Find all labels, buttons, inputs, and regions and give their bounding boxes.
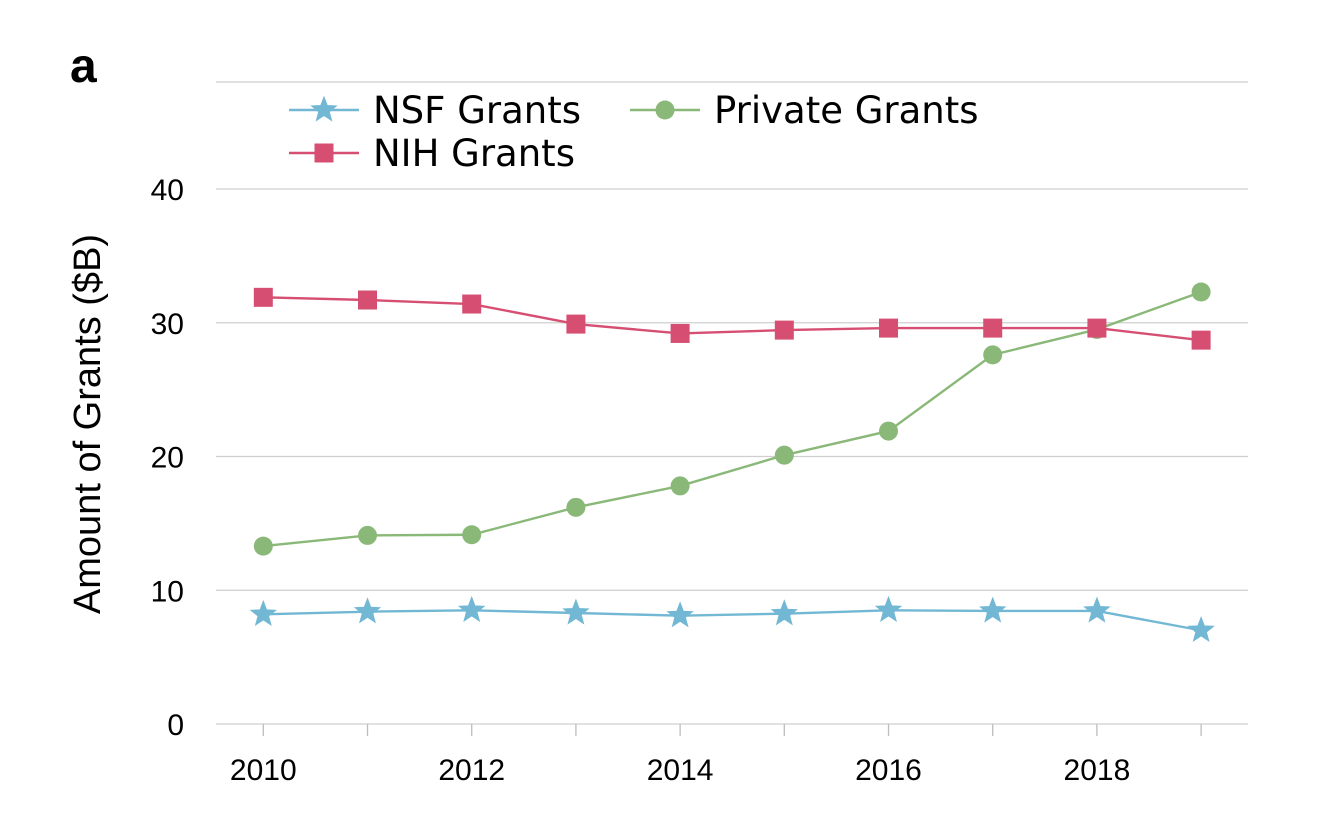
x-tick-label: 2014 bbox=[647, 754, 714, 787]
nih-grants-point bbox=[462, 294, 482, 314]
y-tick-label: 20 bbox=[151, 442, 184, 475]
nih-grants-point bbox=[1191, 330, 1211, 350]
private-grants-point bbox=[462, 525, 482, 545]
y-tick-label: 10 bbox=[151, 575, 184, 608]
private-grants-point bbox=[774, 445, 794, 465]
legend-item-nsf-grants: NSF Grants bbox=[289, 89, 581, 132]
private-grants-point bbox=[1191, 282, 1211, 302]
nsf-grants-point bbox=[562, 598, 590, 625]
legend-marker bbox=[655, 100, 675, 120]
nih-grants-line bbox=[263, 296, 1202, 342]
nsf-grants-point bbox=[770, 599, 799, 626]
y-tick-label: 0 bbox=[167, 709, 184, 742]
nsf-grants-point bbox=[666, 601, 694, 628]
legend-item-nih-grants: NIH Grants bbox=[289, 132, 575, 175]
series-group bbox=[249, 282, 1215, 643]
private-grants-point bbox=[879, 421, 899, 441]
legend-marker bbox=[310, 95, 338, 122]
series-nih-grants bbox=[253, 287, 1211, 350]
nsf-grants-point bbox=[1187, 615, 1215, 643]
legend-label: NSF Grants bbox=[373, 89, 581, 132]
nih-grants-point bbox=[253, 287, 273, 307]
series-private-grants bbox=[253, 282, 1211, 556]
x-tick-label: 2012 bbox=[438, 754, 505, 787]
nih-grants-point bbox=[358, 290, 378, 310]
nsf-grants-point bbox=[353, 597, 382, 624]
private-grants-point bbox=[983, 345, 1003, 365]
y-axis-ticks: 0 10 20 30 40 bbox=[151, 174, 184, 742]
nih-grants-point bbox=[879, 318, 899, 338]
y-tick-label: 30 bbox=[151, 308, 184, 341]
x-tick-label: 2010 bbox=[230, 754, 297, 787]
nsf-grants-point bbox=[249, 599, 278, 626]
gridlines bbox=[216, 81, 1248, 725]
private-grants-line bbox=[263, 290, 1202, 548]
x-tick-label: 2016 bbox=[855, 754, 922, 787]
y-tick-label: 40 bbox=[151, 174, 184, 207]
nsf-grants-point bbox=[458, 595, 486, 622]
private-grants-point bbox=[566, 497, 586, 517]
legend-label: Private Grants bbox=[714, 89, 979, 132]
nih-grants-point bbox=[566, 314, 586, 334]
nsf-grants-point bbox=[874, 595, 903, 622]
private-grants-point bbox=[358, 525, 378, 545]
nih-grants-point bbox=[774, 320, 794, 340]
nih-grants-point bbox=[1087, 318, 1107, 338]
nsf-grants-line bbox=[263, 609, 1202, 632]
private-grants-point bbox=[253, 536, 273, 556]
nih-grants-point bbox=[670, 323, 690, 343]
nsf-grants-point bbox=[979, 596, 1007, 623]
legend-item-private-grants: Private Grants bbox=[630, 89, 979, 132]
panel-label: a bbox=[70, 40, 97, 93]
legend-label: NIH Grants bbox=[373, 132, 575, 175]
nsf-grants-point bbox=[1083, 596, 1111, 623]
series-nsf-grants bbox=[249, 595, 1215, 643]
legend: NSF Grants Private Grants NIH Grants bbox=[289, 89, 979, 175]
x-axis-ticks: 2010 2012 2014 2016 2018 bbox=[230, 724, 1202, 787]
private-grants-point bbox=[670, 476, 690, 496]
x-tick-label: 2018 bbox=[1064, 754, 1131, 787]
legend-marker bbox=[314, 143, 334, 163]
y-axis-title: Amount of Grants ($B) bbox=[67, 234, 109, 614]
nih-grants-point bbox=[983, 318, 1003, 338]
